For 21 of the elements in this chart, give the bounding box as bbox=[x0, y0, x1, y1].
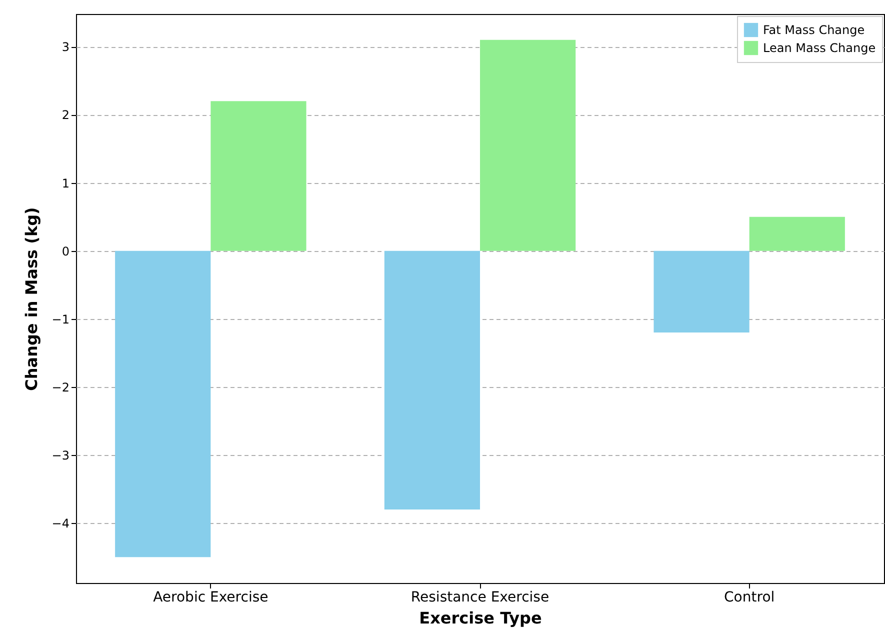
legend-label: Lean Mass Change bbox=[763, 41, 876, 55]
x-axis-title: Exercise Type bbox=[419, 608, 542, 628]
y-tick-label: 3 bbox=[62, 40, 70, 54]
bar bbox=[384, 250, 480, 510]
y-tick-label: 0 bbox=[62, 244, 70, 258]
y-tick-label: −4 bbox=[52, 516, 70, 531]
x-tick-label: Resistance Exercise bbox=[410, 590, 550, 606]
y-tick-label: 2 bbox=[62, 108, 70, 122]
bar bbox=[115, 250, 211, 558]
bar bbox=[654, 250, 750, 333]
y-axis-title: Change in Mass (kg) bbox=[22, 207, 41, 391]
bar bbox=[749, 216, 845, 251]
bar bbox=[480, 40, 576, 251]
bar bbox=[210, 101, 306, 251]
y-tick-label: 1 bbox=[62, 176, 70, 190]
y-tick-label: −1 bbox=[52, 312, 70, 326]
x-tick-label: Control bbox=[724, 590, 775, 606]
legend-label: Fat Mass Change bbox=[763, 23, 865, 37]
x-tick-label: Aerobic Exercise bbox=[153, 590, 268, 606]
y-tick-label: −3 bbox=[52, 448, 70, 463]
y-tick-label: −2 bbox=[52, 380, 70, 394]
